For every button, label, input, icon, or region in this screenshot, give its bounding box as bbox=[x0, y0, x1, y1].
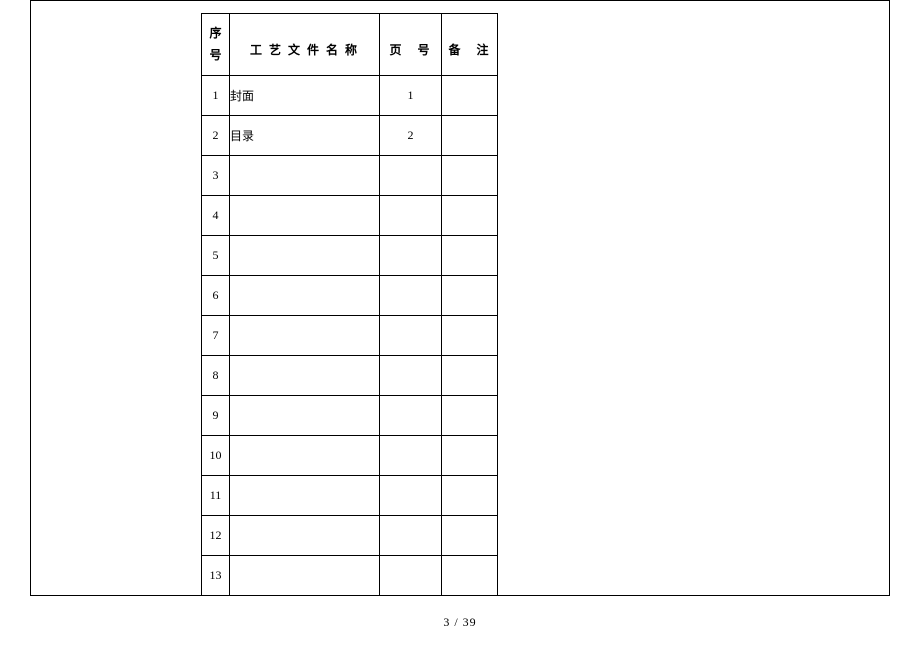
cell-name bbox=[230, 156, 380, 196]
cell-seq: 2 bbox=[202, 116, 230, 156]
cell-page bbox=[380, 156, 442, 196]
cell-name bbox=[230, 356, 380, 396]
cell-name bbox=[230, 236, 380, 276]
table-row: 8 bbox=[202, 356, 498, 396]
cell-remark bbox=[442, 396, 498, 436]
header-name: 工 艺 文 件 名 称 bbox=[230, 14, 380, 76]
table-row: 6 bbox=[202, 276, 498, 316]
cell-seq: 12 bbox=[202, 516, 230, 556]
table-row: 13 bbox=[202, 556, 498, 596]
cell-remark bbox=[442, 76, 498, 116]
table-row: 3 bbox=[202, 156, 498, 196]
cell-remark bbox=[442, 356, 498, 396]
cell-seq: 8 bbox=[202, 356, 230, 396]
cell-remark bbox=[442, 436, 498, 476]
table-row: 7 bbox=[202, 316, 498, 356]
cell-page bbox=[380, 476, 442, 516]
cell-page bbox=[380, 396, 442, 436]
cell-page bbox=[380, 316, 442, 356]
cell-seq: 13 bbox=[202, 556, 230, 596]
table-header-row: 序 号 工 艺 文 件 名 称 页 号 备 注 bbox=[202, 14, 498, 76]
header-page: 页 号 bbox=[380, 14, 442, 76]
cell-seq: 9 bbox=[202, 396, 230, 436]
cell-page bbox=[380, 356, 442, 396]
table-row: 1 封面 1 bbox=[202, 76, 498, 116]
cell-page bbox=[380, 236, 442, 276]
cell-name bbox=[230, 516, 380, 556]
cell-remark bbox=[442, 276, 498, 316]
header-seq-line1: 序 bbox=[202, 23, 229, 45]
cell-name: 封面 bbox=[230, 76, 380, 116]
table-row: 5 bbox=[202, 236, 498, 276]
cell-page bbox=[380, 276, 442, 316]
document-table: 序 号 工 艺 文 件 名 称 页 号 备 注 1 封面 1 2 目录 2 bbox=[201, 13, 498, 596]
cell-remark bbox=[442, 196, 498, 236]
table-row: 10 bbox=[202, 436, 498, 476]
cell-page bbox=[380, 436, 442, 476]
cell-seq: 5 bbox=[202, 236, 230, 276]
cell-seq: 10 bbox=[202, 436, 230, 476]
cell-name bbox=[230, 476, 380, 516]
cell-remark bbox=[442, 476, 498, 516]
cell-seq: 6 bbox=[202, 276, 230, 316]
header-remark: 备 注 bbox=[442, 14, 498, 76]
cell-remark bbox=[442, 156, 498, 196]
table-row: 9 bbox=[202, 396, 498, 436]
header-seq: 序 号 bbox=[202, 14, 230, 76]
table-row: 4 bbox=[202, 196, 498, 236]
cell-remark bbox=[442, 556, 498, 596]
table-row: 2 目录 2 bbox=[202, 116, 498, 156]
cell-page: 1 bbox=[380, 76, 442, 116]
cell-page: 2 bbox=[380, 116, 442, 156]
cell-name bbox=[230, 556, 380, 596]
page-footer: 3 / 39 bbox=[0, 615, 920, 630]
cell-seq: 4 bbox=[202, 196, 230, 236]
cell-name bbox=[230, 276, 380, 316]
cell-name bbox=[230, 316, 380, 356]
cell-page bbox=[380, 556, 442, 596]
cell-seq: 11 bbox=[202, 476, 230, 516]
cell-remark bbox=[442, 236, 498, 276]
cell-seq: 1 bbox=[202, 76, 230, 116]
outer-frame: 序 号 工 艺 文 件 名 称 页 号 备 注 1 封面 1 2 目录 2 bbox=[30, 0, 890, 596]
cell-name: 目录 bbox=[230, 116, 380, 156]
cell-page bbox=[380, 196, 442, 236]
table-row: 12 bbox=[202, 516, 498, 556]
cell-name bbox=[230, 436, 380, 476]
cell-name bbox=[230, 396, 380, 436]
cell-seq: 3 bbox=[202, 156, 230, 196]
table-row: 11 bbox=[202, 476, 498, 516]
table-body: 1 封面 1 2 目录 2 3 4 bbox=[202, 76, 498, 596]
cell-page bbox=[380, 516, 442, 556]
cell-remark bbox=[442, 316, 498, 356]
cell-remark bbox=[442, 516, 498, 556]
cell-seq: 7 bbox=[202, 316, 230, 356]
cell-remark bbox=[442, 116, 498, 156]
header-seq-line2: 号 bbox=[202, 45, 229, 67]
cell-name bbox=[230, 196, 380, 236]
